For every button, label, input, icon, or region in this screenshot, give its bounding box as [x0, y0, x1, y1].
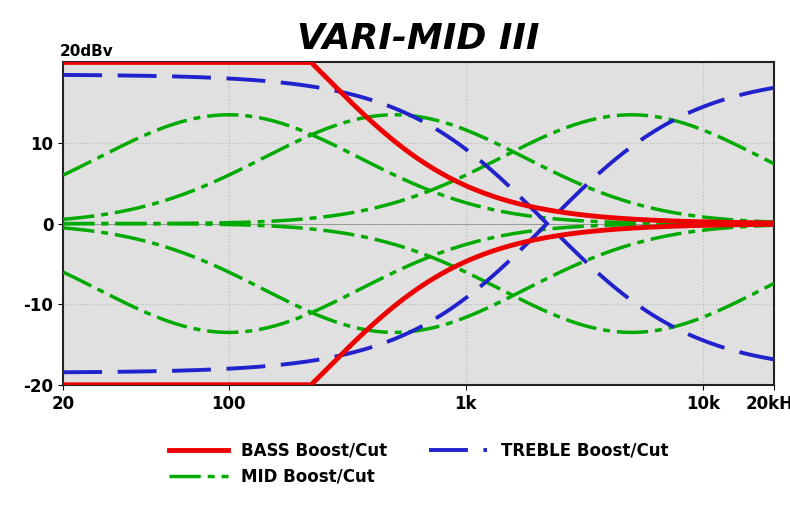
Legend: BASS Boost/Cut, MID Boost/Cut, TREBLE Boost/Cut: BASS Boost/Cut, MID Boost/Cut, TREBLE Bo… — [163, 435, 675, 492]
Title: VARI-MID III: VARI-MID III — [298, 21, 540, 56]
Text: 20dBv: 20dBv — [60, 44, 114, 59]
